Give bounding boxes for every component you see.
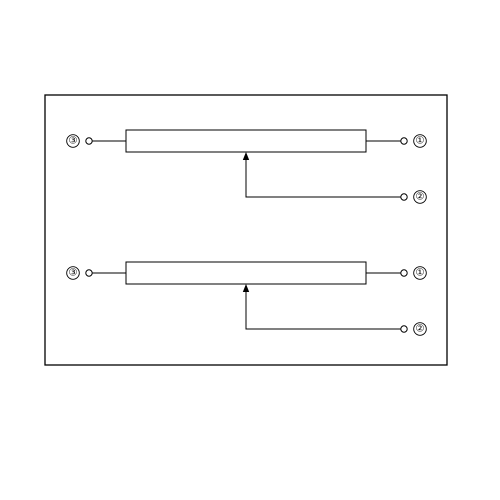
terminal-3-label: ③ (69, 136, 78, 147)
terminal-1-label: ① (416, 136, 425, 147)
terminal-1-pin (401, 138, 407, 144)
resistor-body (126, 262, 366, 284)
terminal-3-pin (86, 270, 92, 276)
terminal-2-pin (401, 326, 407, 332)
terminal-1-label: ① (416, 268, 425, 279)
terminal-2-pin (401, 194, 407, 200)
terminal-1-pin (401, 270, 407, 276)
resistor-body (126, 130, 366, 152)
terminal-3-label: ③ (69, 268, 78, 279)
terminal-3-pin (86, 138, 92, 144)
terminal-2-label: ② (416, 324, 425, 335)
potentiometer-schematic: ③ ① ② ③ ① ② (0, 0, 500, 500)
terminal-2-label: ② (416, 192, 425, 203)
